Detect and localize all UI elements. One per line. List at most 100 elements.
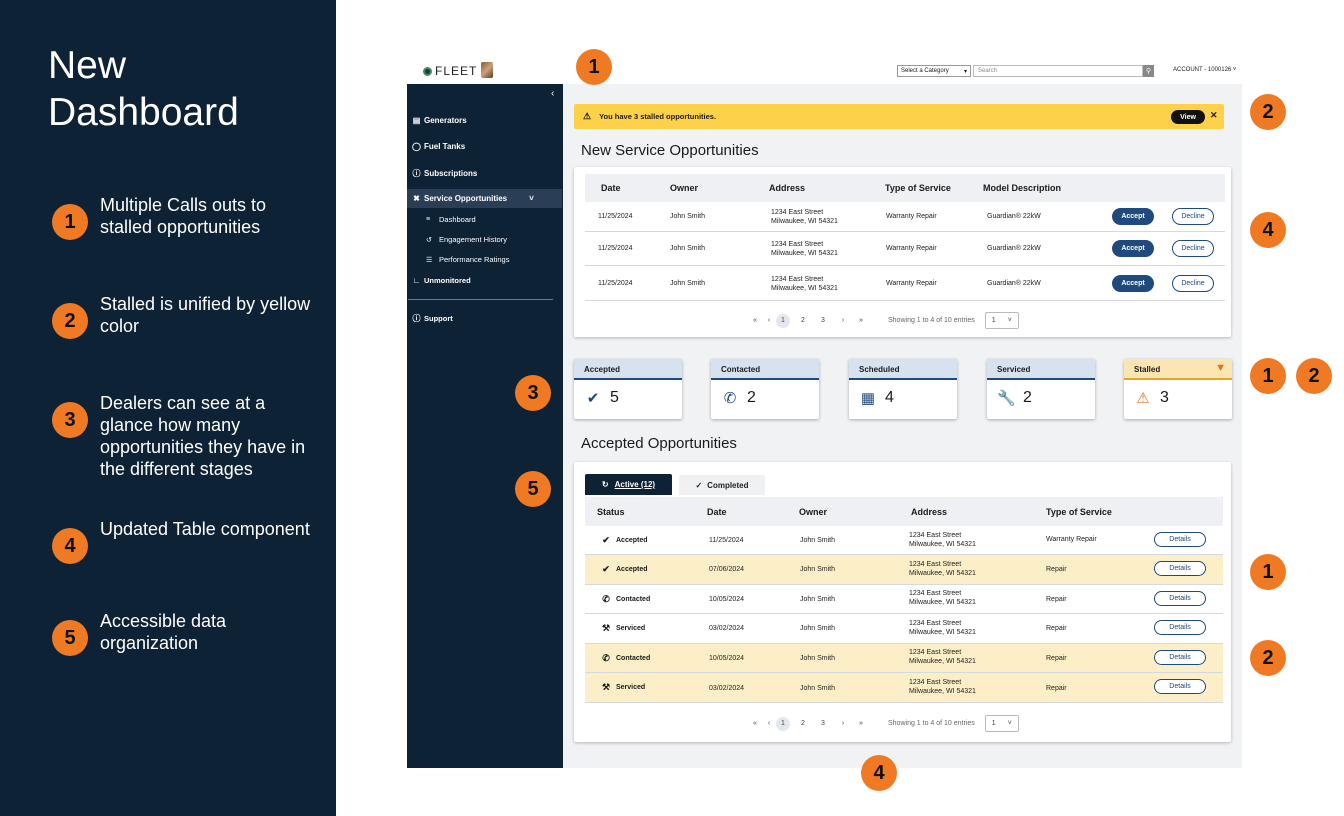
column-header-type[interactable]: Type of Service — [885, 183, 951, 193]
accept-button[interactable]: Accept — [1112, 208, 1154, 225]
column-header-date[interactable]: Date — [707, 506, 727, 517]
first-page-icon[interactable]: « — [753, 317, 757, 324]
stat-card-stalled[interactable]: Stalled ▼ ⚠ 3 — [1124, 359, 1232, 419]
row-divider — [585, 300, 1225, 301]
stat-card-serviced[interactable]: Serviced 🔧 2 — [987, 359, 1095, 419]
column-header-address[interactable]: Address — [769, 183, 806, 193]
details-button[interactable]: Details — [1154, 679, 1206, 694]
page-button[interactable]: 2 — [801, 720, 805, 727]
sidebar — [407, 84, 563, 768]
next-page-icon[interactable]: › — [841, 720, 845, 727]
decline-button[interactable]: Decline — [1172, 208, 1214, 225]
annotation-number: 3 — [52, 402, 88, 438]
details-button[interactable]: Details — [1154, 620, 1206, 635]
view-stalled-button[interactable]: View — [1171, 110, 1205, 124]
cell-address-line1: 1234 East Street — [909, 620, 962, 627]
per-page-select[interactable]: 1 ˅ — [984, 715, 1019, 732]
account-menu[interactable]: ACCOUNT - 1000126 ˅ — [1173, 67, 1237, 73]
sidebar-item-label: Generators — [424, 116, 467, 125]
details-button[interactable]: Details — [1154, 591, 1206, 606]
cell-type: Warranty Repair — [1046, 536, 1097, 543]
new-service-title: New Service Opportunities — [581, 142, 759, 159]
stat-label: Accepted — [574, 359, 682, 380]
cell-model: Guardian® 22kW — [987, 245, 1041, 252]
column-header-model[interactable]: Model Description — [983, 183, 1062, 193]
page-button[interactable]: 2 — [801, 317, 805, 324]
page-button[interactable]: 1 — [776, 716, 790, 731]
row-divider — [585, 643, 1223, 644]
fleet-logo[interactable]: FLEET — [423, 64, 477, 78]
wrench-icon: ⚒ — [601, 623, 611, 633]
prev-page-icon[interactable]: ‹ — [767, 317, 771, 324]
decline-button[interactable]: Decline — [1172, 275, 1214, 292]
page-button[interactable]: 1 — [776, 313, 790, 328]
last-page-icon[interactable]: » — [859, 720, 863, 727]
sidebar-item-subscriptions[interactable]: ⓘ Subscriptions — [412, 168, 478, 179]
cell-address-line1: 1234 East Street — [771, 276, 824, 283]
stat-card-accepted[interactable]: Accepted ✔ 5 — [574, 359, 682, 419]
sidebar-item-support[interactable]: ⓘ Support — [412, 313, 453, 324]
search-input[interactable]: Search — [973, 65, 1143, 77]
tab-completed[interactable]: ✓ Completed — [679, 475, 765, 495]
annotation-title: New Dashboard — [48, 42, 239, 136]
row-divider — [585, 702, 1223, 703]
page-button[interactable]: 3 — [821, 720, 825, 727]
stat-label: Contacted — [711, 359, 819, 380]
callout-marker: 4 — [1250, 212, 1286, 248]
sidebar-item-generators[interactable]: ▤ Generators — [412, 116, 467, 125]
cell-address-line1: 1234 East Street — [909, 649, 962, 656]
accepted-pagination: « ‹ 1 2 3 › » Showing 1 to 4 of 10 entri… — [748, 715, 1019, 732]
close-icon[interactable]: ✕ — [1210, 110, 1218, 120]
pagination-info: Showing 1 to 4 of 10 entries — [888, 317, 975, 324]
stat-value: 3 — [1160, 389, 1169, 406]
column-header-type[interactable]: Type of Service — [1046, 506, 1112, 517]
prev-page-icon[interactable]: ‹ — [767, 720, 771, 727]
sidebar-item-label: Fuel Tanks — [424, 142, 466, 151]
accept-button[interactable]: Accept — [1112, 240, 1154, 257]
column-header-address[interactable]: Address — [911, 506, 948, 517]
cell-owner: John Smith — [800, 685, 836, 692]
sidebar-item-unmonitored[interactable]: ∟ Unmonitored — [412, 276, 471, 285]
details-button[interactable]: Details — [1154, 561, 1206, 576]
first-page-icon[interactable]: « — [753, 720, 757, 727]
collapse-sidebar-icon[interactable]: ‹ — [551, 88, 555, 99]
chevron-down-icon: ˅ — [1007, 317, 1012, 324]
stat-card-contacted[interactable]: Contacted ✆ 2 — [711, 359, 819, 419]
column-header-status[interactable]: Status — [597, 506, 625, 517]
annotation-item: 3 Dealers can see at a glance how many o… — [52, 393, 320, 480]
filter-icon[interactable]: ▼ — [1215, 362, 1226, 374]
sidebar-item-service-opportunities[interactable]: ✖ Service Opportunities ˅ — [412, 194, 534, 203]
status-cell: ⚒ Serviced — [601, 682, 645, 693]
column-header-owner[interactable]: Owner — [799, 506, 828, 517]
page-button[interactable]: 3 — [821, 317, 825, 324]
decline-button[interactable]: Decline — [1172, 240, 1214, 257]
subscriptions-icon: ⓘ — [412, 169, 421, 178]
stalled-row-highlight — [585, 644, 1223, 673]
cell-date: 11/25/2024 — [709, 537, 744, 544]
search-button[interactable]: ⚲ — [1143, 65, 1154, 77]
sidebar-subitem-engagement-history[interactable]: ↺ Engagement History — [426, 235, 507, 244]
next-page-icon[interactable]: › — [841, 317, 845, 324]
sidebar-subitem-performance-ratings[interactable]: ☰ Performance Ratings — [426, 255, 509, 264]
column-header-date[interactable]: Date — [601, 183, 621, 193]
stat-label: Scheduled — [849, 359, 957, 380]
stat-card-scheduled[interactable]: Scheduled ▦ 4 — [849, 359, 957, 419]
avatar[interactable] — [481, 62, 493, 78]
cell-address-line2: Milwaukee, WI 54321 — [909, 688, 976, 695]
row-divider — [585, 231, 1225, 232]
sidebar-subitem-dashboard[interactable]: ≡ Dashboard — [426, 215, 476, 224]
cell-address-line1: 1234 East Street — [909, 590, 962, 597]
details-button[interactable]: Details — [1154, 650, 1206, 665]
sidebar-item-fuel-tanks[interactable]: ◯ Fuel Tanks — [412, 142, 465, 151]
details-button[interactable]: Details — [1154, 532, 1206, 547]
last-page-icon[interactable]: » — [859, 317, 863, 324]
tab-active[interactable]: ↻ Active (12) — [585, 474, 672, 495]
status-label: Accepted — [616, 537, 648, 544]
accept-button[interactable]: Accept — [1112, 275, 1154, 292]
category-select[interactable]: Select a Category ▾ — [897, 65, 971, 77]
column-header-owner[interactable]: Owner — [670, 183, 699, 193]
cell-date: 03/02/2024 — [709, 625, 745, 632]
stat-label: Serviced — [987, 359, 1095, 380]
phone-icon: ✆ — [723, 390, 737, 407]
per-page-select[interactable]: 1 ˅ — [984, 312, 1019, 329]
